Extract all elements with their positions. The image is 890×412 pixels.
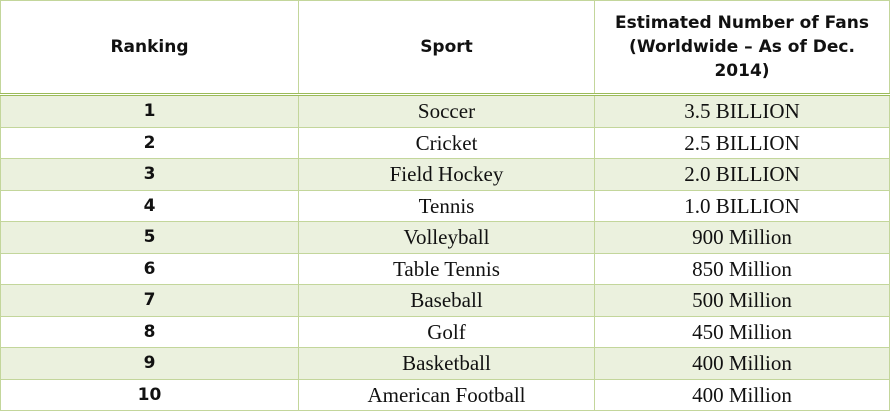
fans-cell: 2.0 BILLION xyxy=(594,158,890,191)
fans-cell: 450 Million xyxy=(594,315,890,348)
table-body: 1 Soccer 3.5 BILLION 2 Cricket 2.5 BILLION 3 Fi… xyxy=(0,94,890,411)
sport-cell: Baseball xyxy=(298,284,595,317)
fans-cell: 900 Million xyxy=(594,221,890,254)
rank-cell: 4 xyxy=(0,189,299,222)
rank-cell: 10 xyxy=(0,378,299,411)
table-row: 8 Golf 450 Million xyxy=(0,315,890,348)
table-row: 5 Volleyball 900 Million xyxy=(0,221,890,254)
sport-cell: Cricket xyxy=(298,126,595,159)
rank-cell: 7 xyxy=(0,284,299,317)
sport-cell: Table Tennis xyxy=(298,252,595,285)
table-row: 6 Table Tennis 850 Million xyxy=(0,252,890,285)
fans-cell: 400 Million xyxy=(594,378,890,411)
sport-cell: Field Hockey xyxy=(298,158,595,191)
header-cell: Estimated Number of Fans (Worldwide – As… xyxy=(594,0,890,96)
sport-cell: Tennis xyxy=(298,189,595,222)
table-row: 7 Baseball 500 Million xyxy=(0,284,890,317)
sport-cell: Volleyball xyxy=(298,221,595,254)
fans-cell: 1.0 BILLION xyxy=(594,189,890,222)
sport-cell: Basketball xyxy=(298,347,595,380)
rank-cell: 9 xyxy=(0,347,299,380)
fans-cell: 850 Million xyxy=(594,252,890,285)
header-cell: Sport xyxy=(298,0,595,96)
sport-cell: Golf xyxy=(298,315,595,348)
table-head: Ranking Sport Estimated Number of Fans (… xyxy=(0,0,890,96)
header-row: Ranking Sport Estimated Number of Fans (… xyxy=(0,0,890,96)
fans-cell: 400 Million xyxy=(594,347,890,380)
rank-cell: 2 xyxy=(0,126,299,159)
table-row: 2 Cricket 2.5 BILLION xyxy=(0,126,890,159)
sport-cell: American Football xyxy=(298,378,595,411)
table-row: 3 Field Hockey 2.0 BILLION xyxy=(0,158,890,191)
rank-cell: 3 xyxy=(0,158,299,191)
rank-cell: 8 xyxy=(0,315,299,348)
table-row: 4 Tennis 1.0 BILLION xyxy=(0,189,890,222)
table-row: 1 Soccer 3.5 BILLION xyxy=(0,94,890,128)
header-cell: Ranking xyxy=(0,0,299,96)
fans-cell: 500 Million xyxy=(594,284,890,317)
rank-cell: 1 xyxy=(0,94,299,128)
table-row: 9 Basketball 400 Million xyxy=(0,347,890,380)
fans-cell: 3.5 BILLION xyxy=(594,94,890,128)
rank-cell: 6 xyxy=(0,252,299,285)
rank-cell: 5 xyxy=(0,221,299,254)
fans-cell: 2.5 BILLION xyxy=(594,126,890,159)
sport-cell: Soccer xyxy=(298,94,595,128)
table-row: 10 American Football 400 Million xyxy=(0,378,890,411)
